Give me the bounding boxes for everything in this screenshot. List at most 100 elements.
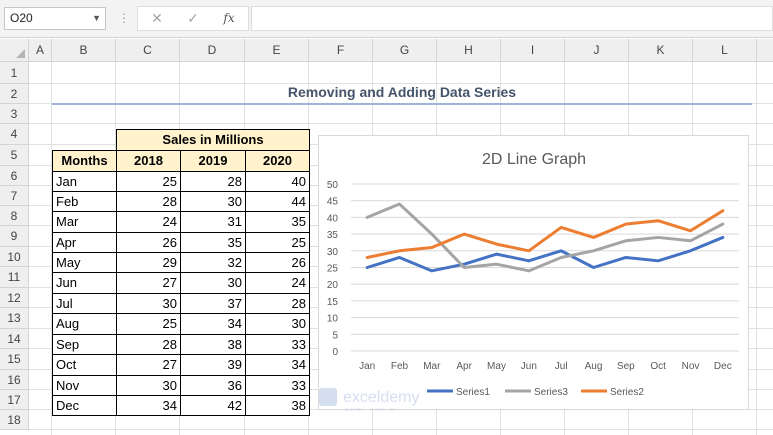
table-value-cell[interactable]: 29 bbox=[116, 252, 181, 273]
row-header-14[interactable]: 14 bbox=[0, 329, 29, 349]
name-box[interactable]: O20 ▼ bbox=[4, 7, 106, 30]
table-month-cell[interactable]: Aug bbox=[52, 313, 117, 335]
row-header-13[interactable]: 13 bbox=[0, 308, 29, 329]
column-header-h[interactable]: H bbox=[437, 39, 501, 62]
table-value-cell[interactable]: 30 bbox=[245, 313, 310, 335]
table-value-cell[interactable]: 25 bbox=[116, 171, 181, 192]
table-value-cell[interactable]: 30 bbox=[180, 191, 246, 212]
table-value-cell[interactable]: 30 bbox=[180, 272, 246, 294]
table-value-cell[interactable]: 34 bbox=[245, 354, 310, 376]
table-value-cell[interactable]: 38 bbox=[245, 395, 310, 416]
insert-function-icon[interactable]: fx bbox=[223, 11, 235, 25]
table-value-cell[interactable]: 34 bbox=[116, 395, 181, 416]
table-value-cell[interactable]: 37 bbox=[180, 293, 246, 314]
table-month-cell[interactable]: Jun bbox=[52, 272, 117, 294]
row-header-16[interactable]: 16 bbox=[0, 370, 29, 390]
row-header-9[interactable]: 9 bbox=[0, 226, 29, 247]
table-month-header[interactable]: Months bbox=[52, 150, 117, 172]
table-value-cell[interactable]: 33 bbox=[245, 334, 310, 355]
column-header-k[interactable]: K bbox=[629, 39, 693, 62]
chart-title: 2D Line Graph bbox=[482, 151, 586, 168]
table-month-cell[interactable]: Sep bbox=[52, 334, 117, 355]
x-tick-label: Apr bbox=[456, 361, 472, 372]
y-tick-label: 25 bbox=[327, 264, 339, 275]
column-header-a[interactable]: A bbox=[29, 39, 52, 62]
table-value-cell[interactable]: 33 bbox=[245, 375, 310, 396]
table-value-cell[interactable]: 38 bbox=[180, 334, 246, 355]
table-year-header[interactable]: 2019 bbox=[180, 150, 246, 172]
formula-input[interactable] bbox=[251, 6, 773, 31]
formula-buttons: ✕ ✓ fx bbox=[137, 6, 249, 31]
row-header-3[interactable]: 3 bbox=[0, 104, 29, 124]
row-header-7[interactable]: 7 bbox=[0, 186, 29, 206]
table-value-cell[interactable]: 28 bbox=[180, 171, 246, 192]
table-value-cell[interactable]: 42 bbox=[180, 395, 246, 416]
table-value-cell[interactable]: 24 bbox=[245, 272, 310, 294]
table-year-header[interactable]: 2020 bbox=[245, 150, 310, 172]
row-header-2[interactable]: 2 bbox=[0, 84, 29, 104]
table-value-cell[interactable]: 34 bbox=[180, 313, 246, 335]
table-value-cell[interactable]: 35 bbox=[245, 211, 310, 233]
table-value-cell[interactable]: 30 bbox=[116, 375, 181, 396]
table-value-cell[interactable]: 35 bbox=[180, 232, 246, 253]
column-header-g[interactable]: G bbox=[373, 39, 437, 62]
table-value-cell[interactable]: 26 bbox=[116, 232, 181, 253]
table-value-cell[interactable]: 32 bbox=[180, 252, 246, 273]
table-value-cell[interactable]: 44 bbox=[245, 191, 310, 212]
column-header-d[interactable]: D bbox=[180, 39, 245, 62]
table-month-cell[interactable]: Nov bbox=[52, 375, 117, 396]
series-line-series2 bbox=[365, 209, 725, 259]
line-chart[interactable]: 2D Line Graph 0 5 10 15 20 25 30 35 40 45 50 Jan Feb M… bbox=[318, 135, 749, 411]
chevron-down-icon[interactable]: ▼ bbox=[92, 13, 101, 23]
table-value-cell[interactable]: 24 bbox=[116, 211, 181, 233]
table-month-cell[interactable]: May bbox=[52, 252, 117, 273]
table-value-cell[interactable]: 36 bbox=[180, 375, 246, 396]
table-value-cell[interactable]: 27 bbox=[116, 354, 181, 376]
table-value-cell[interactable]: 31 bbox=[180, 211, 246, 233]
table-value-cell[interactable]: 28 bbox=[245, 293, 310, 314]
table-year-header[interactable]: 2018 bbox=[116, 150, 181, 172]
row-header-15[interactable]: 15 bbox=[0, 349, 29, 370]
row-header-8[interactable]: 8 bbox=[0, 206, 29, 226]
column-header-f[interactable]: F bbox=[309, 39, 373, 62]
table-value-cell[interactable]: 40 bbox=[245, 171, 310, 192]
table-month-cell[interactable]: Feb bbox=[52, 191, 117, 212]
row-header-17[interactable]: 17 bbox=[0, 390, 29, 410]
column-header-e[interactable]: E bbox=[245, 39, 309, 62]
legend-label: Series3 bbox=[534, 387, 568, 398]
select-all-button[interactable] bbox=[0, 39, 29, 62]
column-header-i[interactable]: I bbox=[501, 39, 565, 62]
cancel-icon[interactable]: ✕ bbox=[151, 10, 163, 26]
table-value-cell[interactable]: 25 bbox=[116, 313, 181, 335]
column-header-l[interactable]: L bbox=[693, 39, 757, 62]
row-header-11[interactable]: 11 bbox=[0, 267, 29, 288]
column-header-j[interactable]: J bbox=[565, 39, 629, 62]
table-value-cell[interactable]: 28 bbox=[116, 334, 181, 355]
table-month-cell[interactable]: Dec bbox=[52, 395, 117, 416]
table-value-cell[interactable]: 28 bbox=[116, 191, 181, 212]
row-header-4[interactable]: 4 bbox=[0, 124, 29, 145]
column-header-b[interactable]: B bbox=[52, 39, 116, 62]
table-month-cell[interactable]: Mar bbox=[52, 211, 117, 233]
row-header-6[interactable]: 6 bbox=[0, 166, 29, 186]
row-header-18[interactable]: 18 bbox=[0, 410, 29, 430]
table-value-cell[interactable]: 26 bbox=[245, 252, 310, 273]
table-value-cell[interactable]: 30 bbox=[116, 293, 181, 314]
table-value-cell[interactable]: 27 bbox=[116, 272, 181, 294]
column-header-partial[interactable] bbox=[757, 39, 773, 62]
table-value-cell[interactable]: 39 bbox=[180, 354, 246, 376]
row-header-10[interactable]: 10 bbox=[0, 247, 29, 267]
table-month-cell[interactable]: Oct bbox=[52, 354, 117, 376]
x-tick-label: Sep bbox=[617, 361, 635, 372]
table-group-header[interactable]: Sales in Millions bbox=[116, 129, 310, 151]
column-header-c[interactable]: C bbox=[116, 39, 180, 62]
table-value-cell[interactable]: 25 bbox=[245, 232, 310, 253]
row-header-1[interactable]: 1 bbox=[0, 62, 29, 84]
table-month-cell[interactable]: Jul bbox=[52, 293, 117, 314]
table-month-cell[interactable]: Jan bbox=[52, 171, 117, 192]
enter-icon[interactable]: ✓ bbox=[187, 10, 199, 26]
row-header-12[interactable]: 12 bbox=[0, 288, 29, 308]
table-month-cell[interactable]: Apr bbox=[52, 232, 117, 253]
row-header-5[interactable]: 5 bbox=[0, 145, 29, 166]
series-line-series3 bbox=[365, 202, 725, 273]
